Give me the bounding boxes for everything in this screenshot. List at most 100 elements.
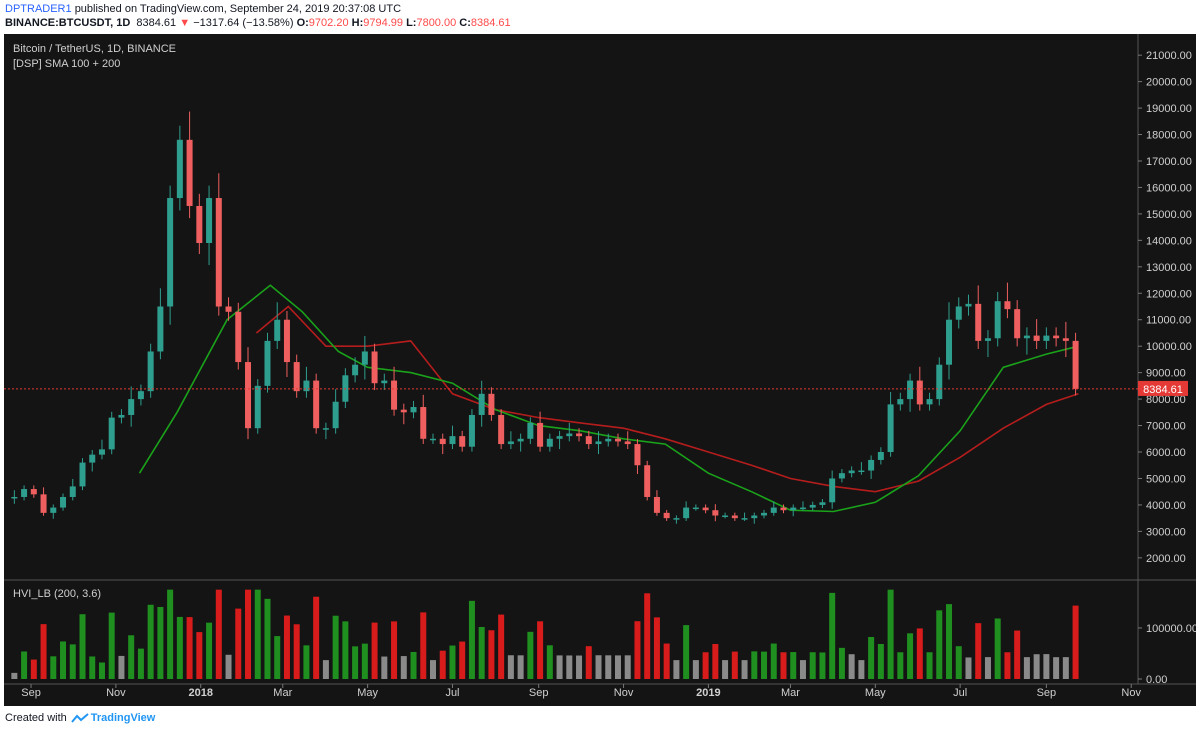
volume-bar <box>576 655 583 679</box>
candle-body <box>391 380 398 410</box>
chart-svg[interactable]: 2000.00 3000.00 4000.00 5000.00 6000.00 7000.… <box>4 34 1198 706</box>
volume-bar <box>478 626 485 679</box>
candle-body <box>478 393 485 415</box>
candle-body <box>858 470 865 473</box>
indicator-label[interactable]: [DSP] SMA 100 + 200 <box>13 58 120 70</box>
tradingview-logo[interactable]: TradingView <box>70 712 156 724</box>
down-arrow-icon: ▼ <box>179 17 191 29</box>
price-tick-label: 7000.00 <box>1146 421 1186 433</box>
time-tick-label: Jul <box>445 687 459 699</box>
candle-body <box>868 459 875 471</box>
volume-bar <box>858 660 865 679</box>
candle-body <box>196 205 203 244</box>
volume-tick-label: 100000.00 <box>1146 623 1196 635</box>
candle-body <box>69 486 76 497</box>
volume-bar <box>459 641 466 679</box>
volume-bar <box>147 604 154 679</box>
volume-bar <box>605 655 612 679</box>
price-tick-label: 6000.00 <box>1146 447 1186 459</box>
volume-bar <box>303 645 310 679</box>
symbol-label: BINANCE:BTCUSDT, 1D <box>5 17 131 29</box>
close-value: 8384.61 <box>470 17 511 29</box>
candle-body <box>507 441 514 445</box>
volume-bar <box>1004 652 1011 679</box>
candle-body <box>907 380 914 400</box>
candle-body <box>79 462 86 487</box>
candle-body <box>614 438 621 442</box>
time-tick-label: May <box>357 687 378 699</box>
time-tick-label: Sep <box>529 687 549 699</box>
candle-body <box>517 438 524 442</box>
volume-bar <box>167 589 174 679</box>
candle-body <box>673 518 680 520</box>
candle-body <box>848 470 855 474</box>
price-tick-label: 8000.00 <box>1146 394 1186 406</box>
candle-body <box>11 496 18 499</box>
volume-bar <box>69 644 76 679</box>
created-with-text: Created with <box>5 712 67 724</box>
candle-body <box>692 507 699 510</box>
candle-body <box>537 422 544 447</box>
time-tick-label: Sep <box>1037 687 1057 699</box>
candle-body <box>926 399 933 405</box>
chart-title: Bitcoin / TetherUS, 1D, BINANCE <box>13 43 176 55</box>
price-tick-label: 17000.00 <box>1146 156 1192 168</box>
volume-bar <box>98 662 105 679</box>
volume-bar <box>30 659 37 679</box>
candle-body <box>624 441 631 445</box>
publish-info: DPTRADER1 published on TradingView.com, … <box>5 3 401 15</box>
candle-body <box>1043 335 1050 341</box>
candle-body <box>780 507 787 511</box>
candle-body <box>89 454 96 463</box>
ohlc-summary: BINANCE:BTCUSDT, 1D 8384.61 ▼ −1317.64 (… <box>5 17 511 29</box>
axes-layer: 2000.00 3000.00 4000.00 5000.00 6000.00 7000.… <box>4 34 1198 699</box>
price-tick-label: 3000.00 <box>1146 526 1186 538</box>
volume-bar <box>897 652 904 679</box>
candle-body <box>60 496 67 508</box>
candle-body <box>128 399 135 415</box>
candle-body <box>40 494 47 513</box>
volume-bar <box>517 655 524 679</box>
volume-bar <box>868 636 875 679</box>
tradingview-brand: TradingView <box>90 712 156 724</box>
candle-body <box>595 441 602 445</box>
published-text: published on TradingView.com, September … <box>74 3 402 15</box>
candle-body <box>644 465 651 497</box>
candle-body <box>420 407 427 439</box>
candle-body <box>468 414 475 447</box>
candle-body <box>1023 335 1030 339</box>
price-tick-label: 19000.00 <box>1146 103 1192 115</box>
volume-bar <box>799 660 806 679</box>
volume-indicator-label[interactable]: HVI_LB (200, 3.6) <box>13 588 101 600</box>
candle-body <box>21 489 28 497</box>
volume-bar <box>468 600 475 679</box>
author-name[interactable]: DPTRADER1 <box>5 3 72 15</box>
volume-bar <box>566 655 573 679</box>
volume-bar <box>887 589 894 679</box>
chart-panel[interactable]: 2000.00 3000.00 4000.00 5000.00 6000.00 7000.… <box>4 34 1198 706</box>
candle-body <box>439 438 446 445</box>
candle-body <box>527 422 534 439</box>
price-tick-label: 11000.00 <box>1146 315 1191 327</box>
volume-bar <box>21 651 28 679</box>
sma200-layer <box>255 305 1079 493</box>
candle-body <box>955 306 962 320</box>
time-tick-label: Nov <box>106 687 126 699</box>
high-value: 9794.99 <box>363 17 403 29</box>
candle-body <box>887 404 894 453</box>
volume-bar <box>352 646 359 679</box>
volume-bar <box>254 589 261 679</box>
volume-bar <box>186 617 193 679</box>
volume-bar <box>235 608 242 679</box>
volume-bar <box>673 660 680 679</box>
price-tick-label: 13000.00 <box>1146 262 1192 274</box>
candle-body <box>303 380 310 392</box>
volume-bar <box>877 643 884 679</box>
candle-body <box>352 364 359 376</box>
volume-bar <box>342 621 349 679</box>
volume-bar <box>283 615 290 679</box>
candle-body <box>1062 338 1069 341</box>
candle-body <box>293 362 300 392</box>
last-price: 8384.61 <box>136 17 177 29</box>
volume-bar <box>332 615 339 679</box>
